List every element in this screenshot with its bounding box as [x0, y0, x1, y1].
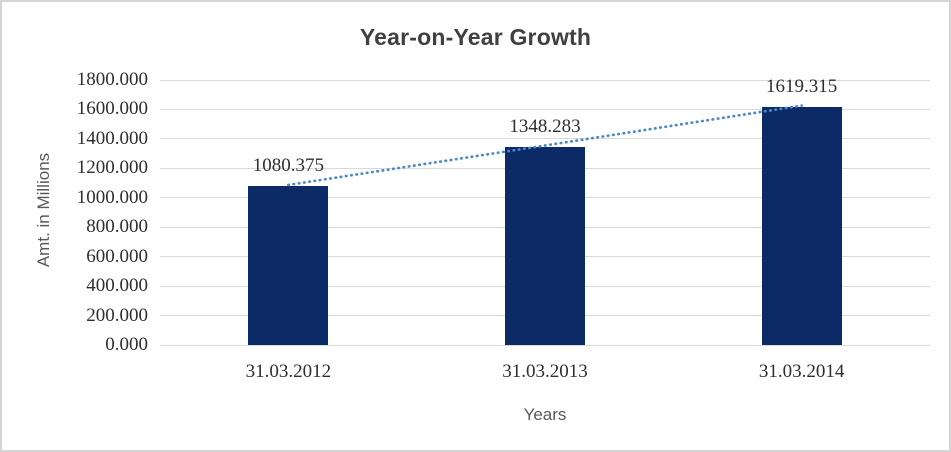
x-tick-label: 31.03.2012 [245, 361, 332, 382]
y-tick-label: 1600.000 [76, 98, 148, 120]
bar [505, 146, 585, 345]
gridline [160, 344, 930, 346]
y-tick-label: 800.000 [86, 216, 148, 238]
y-tick-label: 0.000 [105, 334, 148, 355]
x-tick-label: 31.03.2014 [758, 361, 845, 382]
bar [248, 185, 329, 345]
bar-data-label: 1080.375 [252, 154, 324, 176]
y-tick-label: 200.000 [86, 304, 148, 326]
y-tick-label: 400.000 [86, 275, 148, 297]
y-tick-label: 1400.000 [76, 127, 148, 149]
chart-title: Year-on-Year Growth [359, 24, 592, 50]
bar-data-label: 1348.283 [509, 115, 581, 137]
y-tick-label: 1800.000 [76, 69, 148, 90]
bar [761, 106, 842, 345]
y-tick-label: 1000.000 [76, 186, 148, 208]
bar-data-label: 1619.315 [766, 75, 838, 97]
y-tick-label: 1200.000 [76, 157, 148, 179]
x-tick-label: 31.03.2013 [502, 361, 588, 382]
x-axis-title: Years [523, 405, 567, 424]
gridline [160, 79, 930, 81]
y-tick-label: 600.000 [86, 245, 148, 267]
